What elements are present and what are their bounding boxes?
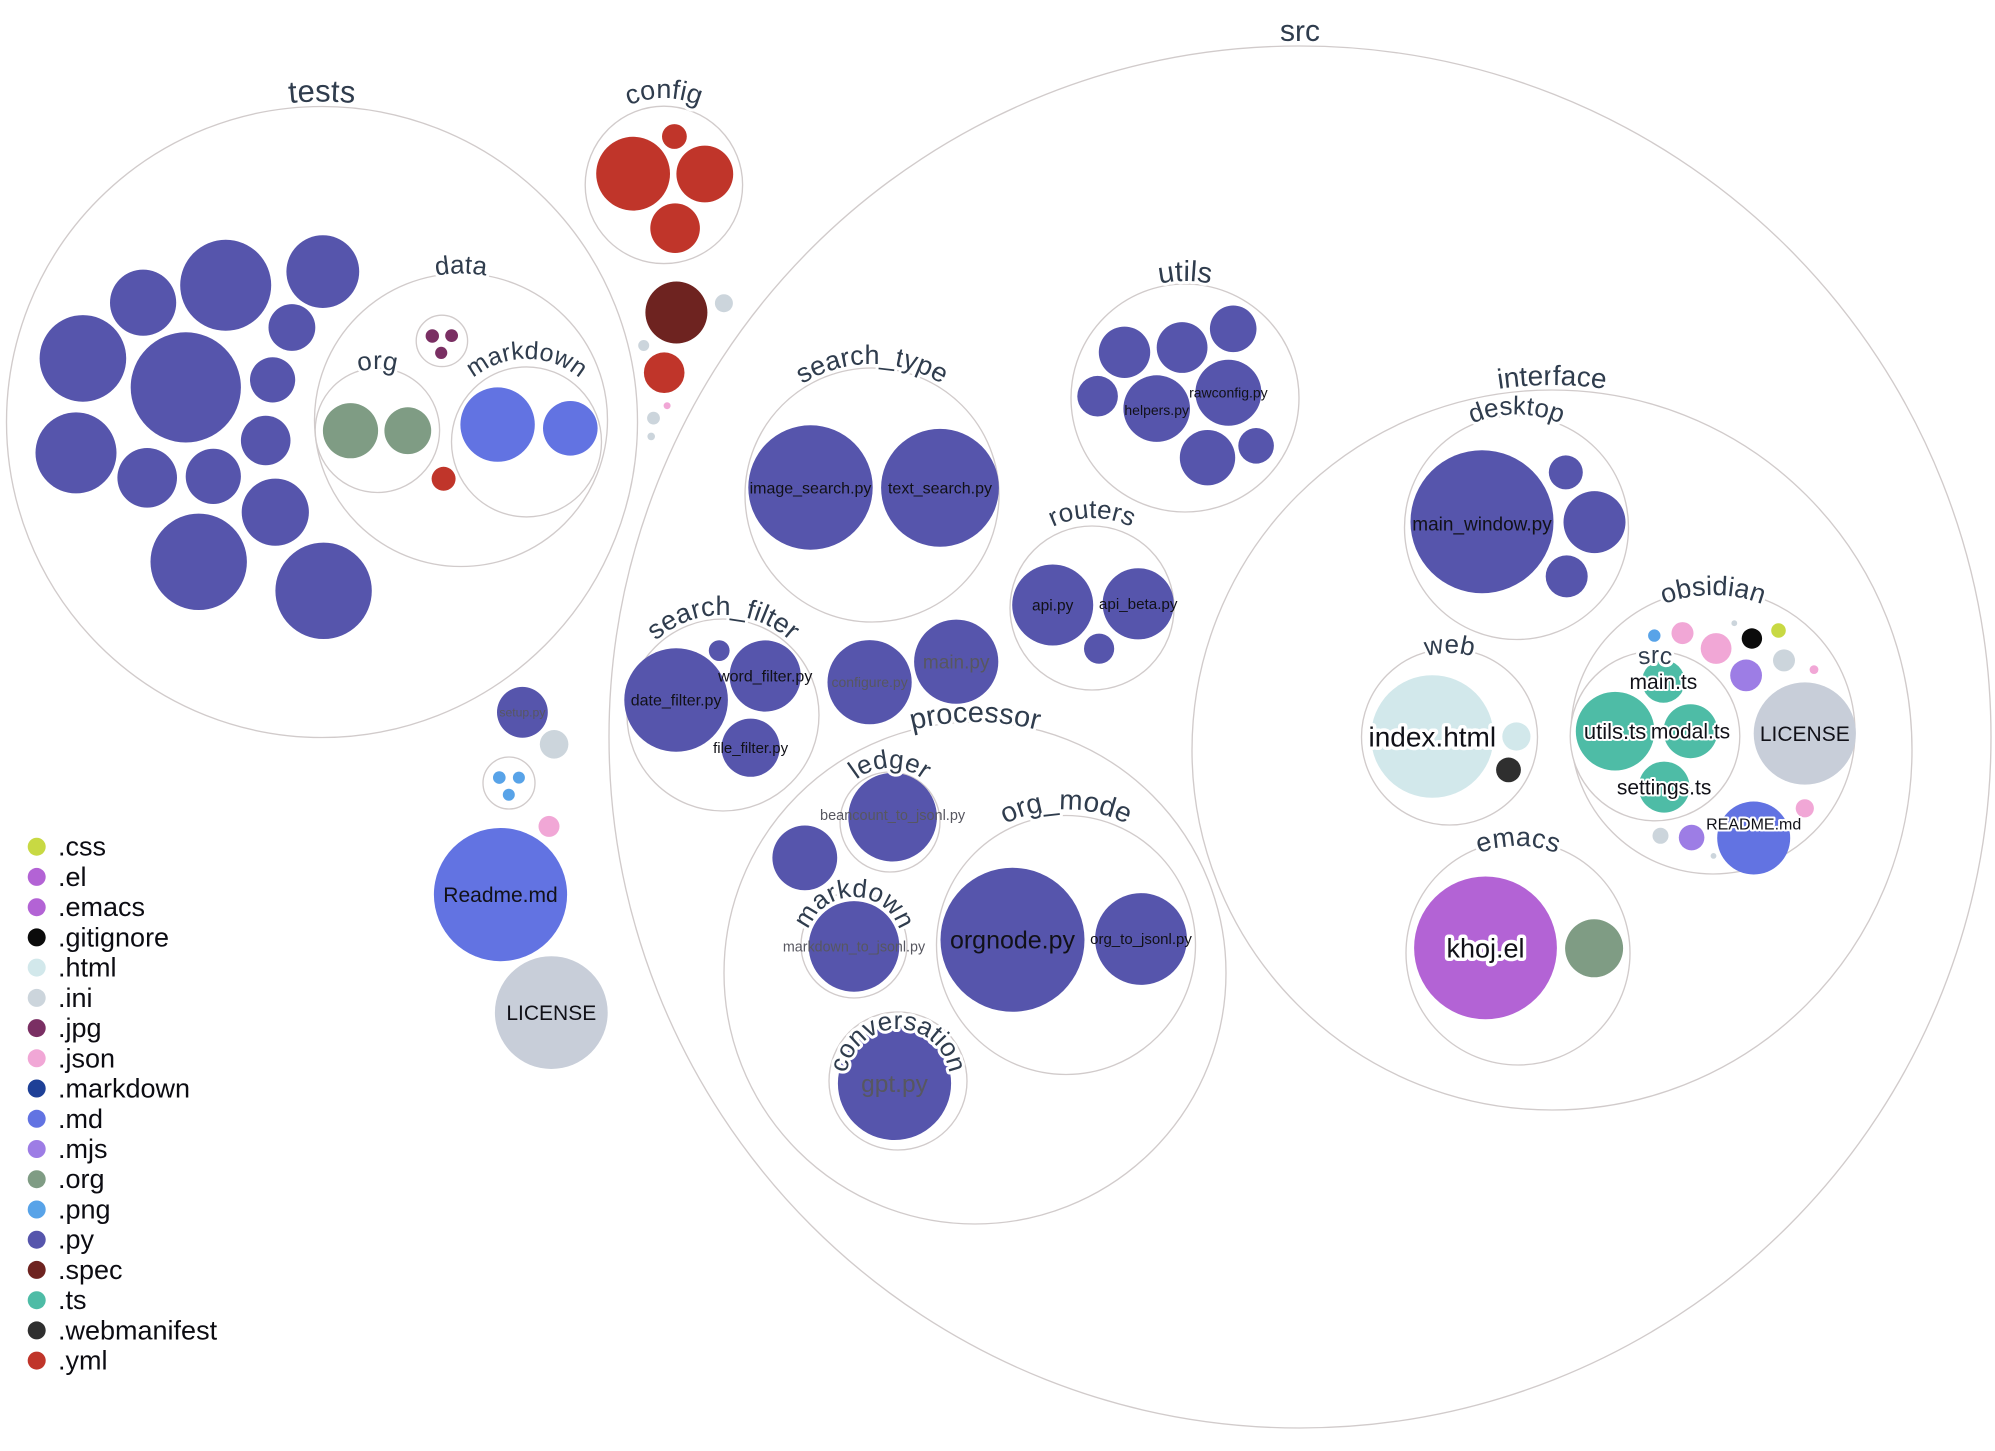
svg-text:khoj.el: khoj.el xyxy=(1446,933,1524,963)
svg-text:utils: utils xyxy=(1156,256,1215,291)
svg-text:markdown_to_jsonl.py: markdown_to_jsonl.py xyxy=(783,939,926,955)
svg-text:.md: .md xyxy=(58,1104,103,1134)
svg-text:api_beta.py: api_beta.py xyxy=(1099,596,1178,613)
svg-text:modal.ts: modal.ts xyxy=(1651,721,1730,744)
svg-text:.el: .el xyxy=(58,862,87,892)
svg-text:main_window.py: main_window.py xyxy=(1412,515,1552,536)
svg-text:.json: .json xyxy=(58,1043,115,1073)
svg-text:org: org xyxy=(354,345,400,377)
svg-text:.markdown: .markdown xyxy=(58,1074,190,1104)
svg-text:README.md: README.md xyxy=(1706,817,1801,834)
svg-text:.css: .css xyxy=(58,832,106,862)
svg-text:file_filter.py: file_filter.py xyxy=(713,740,789,757)
svg-text:src: src xyxy=(1280,15,1321,48)
svg-text:text_search.py: text_search.py xyxy=(888,480,992,497)
svg-text:main.ts: main.ts xyxy=(1630,671,1698,694)
svg-text:.webmanifest: .webmanifest xyxy=(58,1315,218,1345)
svg-text:index.html: index.html xyxy=(1368,721,1496,752)
svg-text:.emacs: .emacs xyxy=(58,892,145,922)
svg-text:gpt.py: gpt.py xyxy=(861,1071,928,1098)
svg-text:configure.py: configure.py xyxy=(831,674,907,690)
svg-text:interface: interface xyxy=(1495,360,1608,395)
svg-text:utils.ts: utils.ts xyxy=(1584,719,1646,744)
svg-text:date_filter.py: date_filter.py xyxy=(631,693,722,710)
svg-text:.mjs: .mjs xyxy=(58,1134,108,1164)
svg-text:org_to_jsonl.py: org_to_jsonl.py xyxy=(1090,931,1192,948)
svg-text:image_search.py: image_search.py xyxy=(750,480,872,497)
svg-text:.ini: .ini xyxy=(58,983,93,1013)
svg-text:LICENSE: LICENSE xyxy=(506,1002,596,1025)
svg-text:.html: .html xyxy=(58,953,117,983)
svg-text:orgnode.py: orgnode.py xyxy=(950,927,1076,955)
svg-text:.py: .py xyxy=(58,1225,95,1255)
svg-text:helpers.py: helpers.py xyxy=(1124,402,1189,418)
svg-text:.org: .org xyxy=(58,1164,105,1194)
svg-text:LICENSE: LICENSE xyxy=(1760,723,1850,746)
svg-text:.spec: .spec xyxy=(58,1255,123,1285)
svg-text:.jpg: .jpg xyxy=(58,1013,102,1043)
svg-text:src: src xyxy=(1636,642,1673,670)
svg-text:rawconfig.py: rawconfig.py xyxy=(1189,385,1268,401)
svg-text:main.py: main.py xyxy=(923,652,990,673)
svg-text:settings.ts: settings.ts xyxy=(1617,777,1712,800)
svg-text:.yml: .yml xyxy=(58,1346,108,1376)
svg-text:.gitignore: .gitignore xyxy=(58,922,169,952)
svg-text:beancount_to_jsonl.py: beancount_to_jsonl.py xyxy=(820,808,966,824)
svg-text:web: web xyxy=(1421,629,1478,662)
svg-text:Readme.md: Readme.md xyxy=(443,884,557,907)
svg-text:.ts: .ts xyxy=(58,1285,87,1315)
svg-text:setup.py: setup.py xyxy=(499,706,546,720)
svg-text:.png: .png xyxy=(58,1195,111,1225)
svg-text:data: data xyxy=(433,249,490,281)
svg-text:word_filter.py: word_filter.py xyxy=(717,669,812,686)
svg-text:api.py: api.py xyxy=(1032,597,1074,614)
